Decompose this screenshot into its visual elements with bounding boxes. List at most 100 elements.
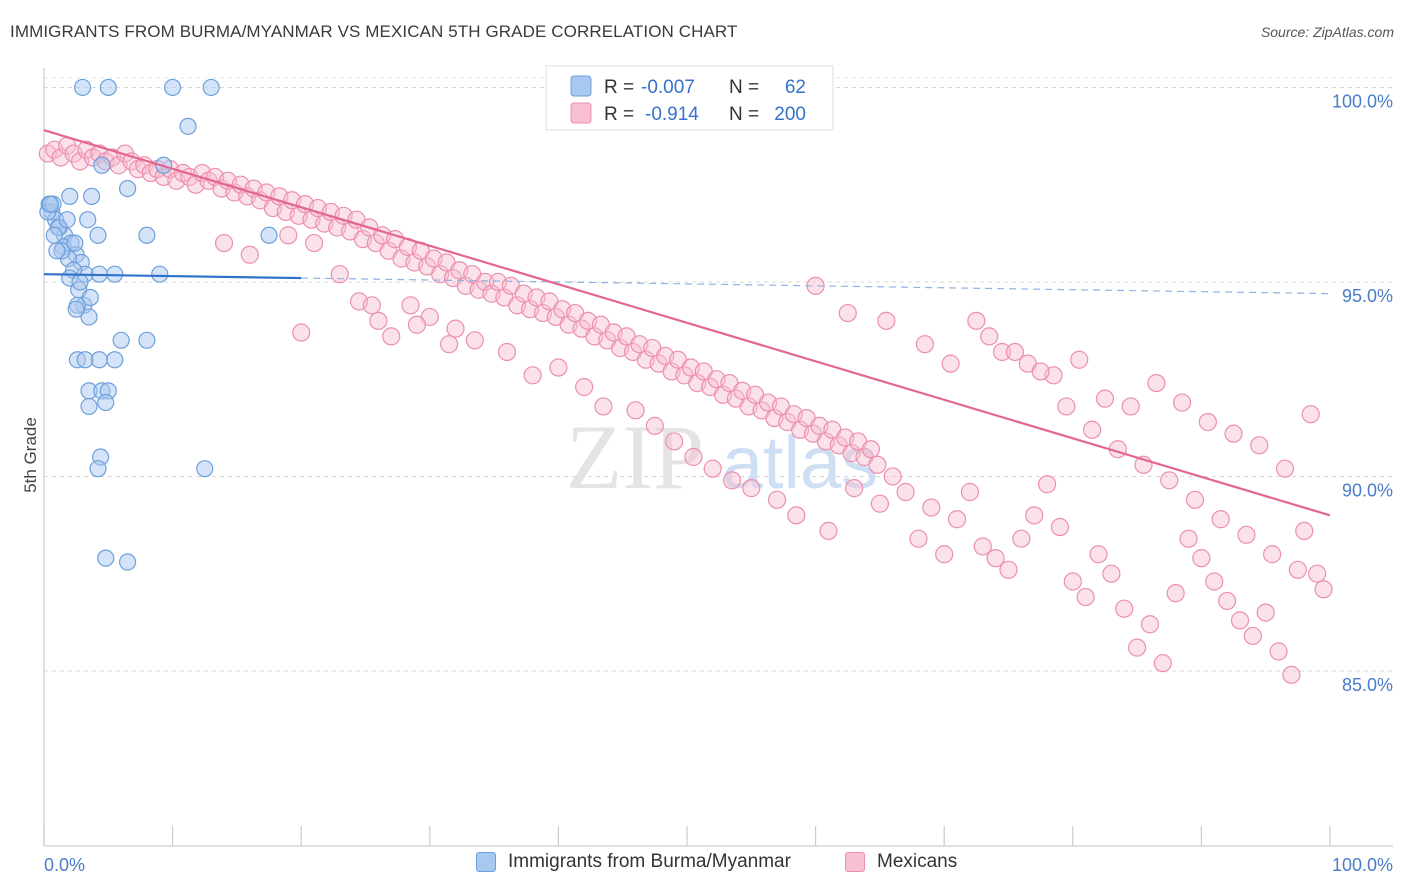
burma-point	[112, 331, 130, 349]
mexicans-point	[1282, 665, 1301, 684]
trend-lines	[43, 129, 1331, 517]
mexicans-point	[1057, 397, 1076, 416]
mexicans-point	[1205, 572, 1224, 591]
mexicans-point	[1308, 564, 1327, 583]
mexicans-point	[1063, 572, 1082, 591]
mexicans-point	[883, 467, 902, 486]
burma-trend-line	[43, 273, 302, 280]
burma-point	[41, 195, 60, 213]
mexicans-point	[1295, 521, 1314, 541]
y-tick-label: 90.0%	[1342, 480, 1393, 500]
burma-point	[202, 78, 220, 97]
mexicans-point	[626, 401, 645, 420]
mexicans-points	[38, 136, 1333, 684]
mexicans-point	[1070, 350, 1089, 369]
mexicans-point	[1153, 654, 1172, 673]
mexicans-point	[1102, 564, 1121, 583]
mexicans-point	[1050, 517, 1070, 537]
mexicans-point	[1230, 611, 1250, 630]
mexicans-point	[861, 440, 880, 459]
mexicans-point	[868, 455, 887, 474]
burma-point	[48, 242, 66, 260]
mexicans-point	[787, 506, 806, 525]
burma-point	[66, 234, 84, 252]
mexicans-point	[214, 233, 234, 253]
burma-point	[179, 117, 197, 135]
mexicans-point	[1095, 389, 1115, 408]
mexicans-point	[1140, 615, 1160, 634]
legend-r-label-mexicans: R =	[604, 104, 634, 125]
y-axis-label: 5th Grade	[21, 417, 40, 493]
mexicans-point	[1173, 393, 1192, 412]
mexicans-point	[1005, 342, 1025, 362]
legend-item-mexicans: Mexicans	[845, 851, 957, 873]
mexicans-point	[665, 432, 684, 451]
mexicans-point	[722, 471, 742, 490]
mexicans-point	[915, 335, 935, 354]
mexicans-point	[465, 331, 484, 350]
burma-point	[82, 187, 101, 205]
mexicans-trend-line	[43, 129, 1331, 517]
mexicans-point	[439, 335, 459, 354]
mexicans-point	[742, 479, 761, 498]
mexicans-point	[941, 354, 960, 373]
mexicans-point	[1243, 626, 1262, 646]
mexicans-point	[1198, 412, 1217, 432]
mexicans-point	[973, 537, 992, 556]
mexicans-point	[1147, 373, 1166, 393]
burma-point	[106, 351, 124, 369]
mexicans-point	[1031, 362, 1050, 381]
burma-point	[89, 460, 107, 478]
mexicans-point	[407, 315, 427, 334]
legend-r-label-burma: R =	[604, 77, 634, 98]
mexicans-point	[1025, 506, 1044, 525]
mexicans-point	[1179, 529, 1198, 548]
mexicans-point	[594, 397, 613, 416]
burma-point	[71, 273, 89, 291]
burma-point	[58, 211, 76, 229]
mexicans-point	[1314, 580, 1333, 599]
mexicans-point	[549, 358, 568, 377]
chart-title: IMMIGRANTS FROM BURMA/MYANMAR VS MEXICAN…	[10, 22, 738, 41]
legend-swatch-burma	[570, 75, 592, 97]
correlation-legend: R = -0.007 N = 62 R = -0.914 N = 200	[545, 65, 834, 131]
mexicans-point	[330, 265, 349, 284]
legend-swatch-mexicans	[570, 102, 592, 124]
mexicans-point	[1288, 560, 1307, 579]
mexicans-point	[1263, 545, 1282, 564]
burma-point	[97, 393, 115, 412]
burma-point	[151, 265, 169, 283]
mexicans-point	[1082, 420, 1102, 439]
legend-n-label-burma: N =	[729, 77, 759, 98]
x-tick-labels: 0.0% 100.0%	[44, 855, 1393, 875]
burma-point	[81, 288, 99, 307]
mexicans-point	[935, 545, 954, 564]
mexicans-point	[1211, 510, 1230, 529]
burma-point	[260, 226, 278, 244]
mexicans-point	[1121, 397, 1140, 416]
mexicans-point	[703, 459, 722, 478]
mexicans-point	[1160, 471, 1179, 490]
mexicans-point	[877, 311, 896, 330]
burma-point	[99, 78, 117, 97]
mexicans-point	[999, 560, 1018, 579]
mexicans-point	[1256, 603, 1275, 622]
mexicans-point	[1089, 545, 1108, 564]
burma-point	[93, 156, 111, 174]
burma-point	[196, 460, 214, 478]
mexicans-point	[575, 377, 594, 397]
mexicans-point	[362, 296, 382, 315]
burma-point	[79, 211, 97, 229]
legend-item-burma: Immigrants from Burma/Myanmar	[476, 851, 791, 873]
legend-swatch-mexicans-bottom	[845, 852, 865, 872]
burma-point	[97, 549, 115, 567]
mexicans-point	[909, 529, 928, 548]
legend-r-value-mexicans: -0.914	[645, 104, 699, 125]
x-tick-label: 0.0%	[44, 855, 85, 875]
mexicans-point	[382, 327, 401, 346]
mexicans-point	[1301, 405, 1320, 424]
mexicans-point	[967, 311, 986, 330]
mexicans-point	[845, 479, 864, 498]
burma-point	[138, 331, 156, 349]
